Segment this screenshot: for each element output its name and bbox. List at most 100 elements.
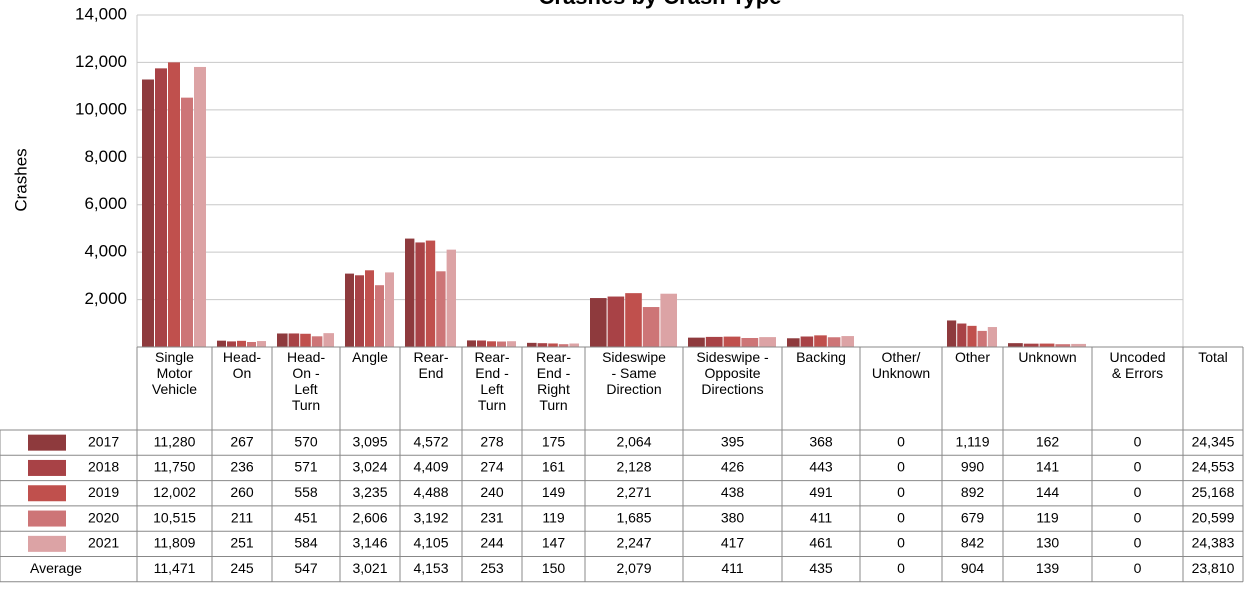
bar [300,333,311,347]
table-cell: 11,750 [154,459,196,475]
column-header: Rear-End [413,349,448,381]
table-cell: 10,515 [153,509,196,525]
bar [1055,344,1071,347]
bar [311,336,323,347]
column-header: Uncoded & Errors [1109,349,1166,381]
table-cell: 139 [1036,560,1060,576]
bar [957,323,967,347]
table-cell: 0 [897,484,905,500]
table-cell: 12,002 [153,484,196,500]
table-cell: 3,095 [352,433,387,449]
table-cell: 20,599 [1192,509,1235,525]
y-tick-label: 4,000 [84,242,127,261]
table-cell: 211 [231,509,254,525]
table-cell: 236 [230,459,254,475]
bar [323,333,334,347]
table-cell: 426 [721,459,745,475]
bar [741,337,759,347]
table-cell: 417 [721,535,745,551]
y-tick-label: 6,000 [84,194,127,213]
column-header: Other [954,349,990,365]
table-cell: 119 [542,509,565,525]
column-header: Sideswipe - Same Direction [602,349,666,397]
column-header: Backing [796,349,846,365]
bar [227,341,236,347]
table-cell: 0 [1134,560,1142,576]
bar [590,298,607,347]
table-cell: 3,146 [352,535,387,551]
column-header-text: Head-On - Left Turn [287,349,326,413]
table-cell: 0 [897,560,905,576]
table-cell: 0 [1134,433,1142,449]
table-cell: 443 [809,459,833,475]
legend-swatch [28,535,66,552]
bar [558,344,569,347]
table-cell: 162 [1036,433,1060,449]
legend-label: 2020 [88,509,119,525]
bar [1023,343,1039,347]
bar [405,238,415,347]
bar [237,340,246,347]
bar [446,249,456,347]
table-cell: 4,409 [413,459,448,475]
legend-swatch [28,459,66,476]
table-cell: 3,024 [352,459,387,475]
table-cell: 892 [961,484,985,500]
column-header: Other/ Unknown [872,349,930,381]
column-header-text: Uncoded & Errors [1109,349,1166,381]
table-cell: 11,471 [154,560,196,576]
bar [660,293,677,347]
table-cell: 3,192 [413,509,448,525]
bar [365,270,374,347]
table-cell: 274 [480,459,504,475]
table-cell: 4,572 [413,433,448,449]
column-header: Rear-End - Left Turn [474,349,509,413]
table-cell: 571 [294,459,318,475]
table-cell: 904 [961,560,985,576]
bar [257,341,266,347]
bar [155,68,167,347]
column-header-text: Other [954,349,990,365]
column-header: Unknown [1018,349,1076,365]
bar [841,336,854,347]
table-cell: 2,128 [616,459,651,475]
table-cell: 141 [1036,459,1060,475]
table-cell: 147 [542,535,566,551]
table-cell: 24,383 [1192,535,1235,551]
column-header: Single Motor Vehicle [152,349,197,397]
table-cell: 149 [542,484,566,500]
bar [569,343,579,347]
bar [142,79,154,347]
bar [977,330,987,347]
bar [436,271,446,347]
legend-label: 2019 [88,484,119,500]
table-cell: 0 [1134,535,1142,551]
column-header: Angle [352,349,388,365]
column-header: Rear-End - Right Turn [536,349,571,413]
column-header-text: Total [1198,349,1228,365]
table-cell: 231 [480,509,504,525]
bar [800,336,814,347]
table-cell: 584 [294,535,318,551]
bar [415,242,425,347]
bar [345,273,354,347]
bar [385,272,394,347]
table-cell: 1,119 [956,433,990,449]
bar [1039,343,1055,347]
bar [477,340,486,347]
bar [548,343,558,347]
table-cell: 161 [542,459,566,475]
table-cell: 244 [480,535,504,551]
table-cell: 842 [961,535,985,551]
table-cell: 395 [721,433,745,449]
bar [288,333,300,347]
y-tick-label: 12,000 [75,52,127,71]
table-cell: 23,810 [1192,560,1235,576]
y-tick-label: 2,000 [84,289,127,308]
row-label: Average [30,560,82,576]
table-cell: 119 [1036,509,1059,525]
table-cell: 278 [480,433,504,449]
table-cell: 2,271 [616,484,651,500]
table-cell: 0 [897,433,905,449]
